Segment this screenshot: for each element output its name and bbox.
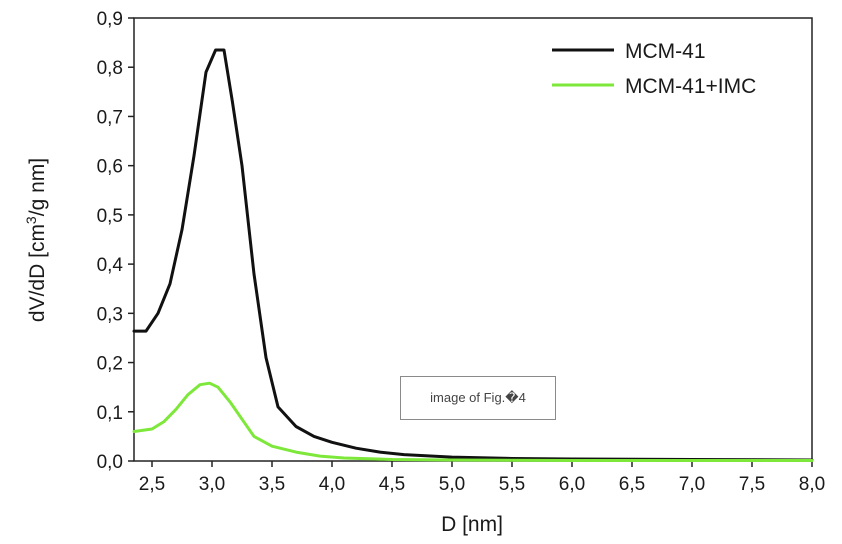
y-tick-label: 0,8: [97, 58, 123, 79]
x-tick-label: 8,0: [799, 474, 825, 495]
series-line-2: [132, 381, 814, 462]
x-tick-label: 3,5: [259, 474, 285, 495]
series-layer: [132, 48, 814, 462]
x-tick-label: 5,5: [499, 474, 525, 495]
y-axis-title-part-1: dV/dD [cm: [26, 224, 49, 322]
y-tick-label: 0,6: [97, 157, 123, 178]
series-line-1: [132, 48, 814, 462]
x-tick-label: 6,5: [619, 474, 645, 495]
legend: MCM-41 MCM-41+IMC: [552, 40, 756, 98]
y-tick-label: 0,2: [97, 354, 123, 375]
y-tick-label: 0,7: [97, 107, 123, 128]
y-tick-label: 0,9: [97, 9, 123, 30]
x-axis-ticks: 2,5 3,0 3,5 4,0 4,5 5,0 5,5 6,0 6,5 7,0 7,5 8,0: [139, 461, 825, 495]
x-tick-label: 7,5: [739, 474, 765, 495]
y-axis-ticks: 0,0 0,1 0,2 0,3 0,4 0,5 0,6 0,7 0,8 0,9: [97, 9, 134, 473]
x-tick-label: 7,0: [679, 474, 705, 495]
x-tick-label: 5,0: [439, 474, 465, 495]
y-tick-label: 0,0: [97, 452, 123, 473]
y-axis-title-superscript: 3: [23, 216, 39, 224]
x-tick-label: 2,5: [139, 474, 165, 495]
y-tick-label: 0,4: [97, 255, 124, 276]
x-axis-title: D [nm]: [441, 513, 503, 536]
legend-label-2: MCM-41+IMC: [625, 75, 756, 98]
x-tick-label: 4,0: [319, 474, 345, 495]
figure-stamp: image of Fig.�4: [400, 376, 556, 420]
x-tick-label: 3,0: [199, 474, 225, 495]
x-tick-label: 4,5: [379, 474, 405, 495]
y-tick-label: 0,1: [97, 403, 123, 424]
legend-label-1: MCM-41: [625, 40, 706, 63]
y-axis-title-part-2: /g nm]: [26, 158, 49, 216]
y-axis-title: dV/dD [cm3/g nm]: [23, 158, 49, 322]
y-tick-label: 0,5: [97, 206, 123, 227]
x-tick-label: 6,0: [559, 474, 585, 495]
y-tick-label: 0,3: [97, 304, 123, 325]
